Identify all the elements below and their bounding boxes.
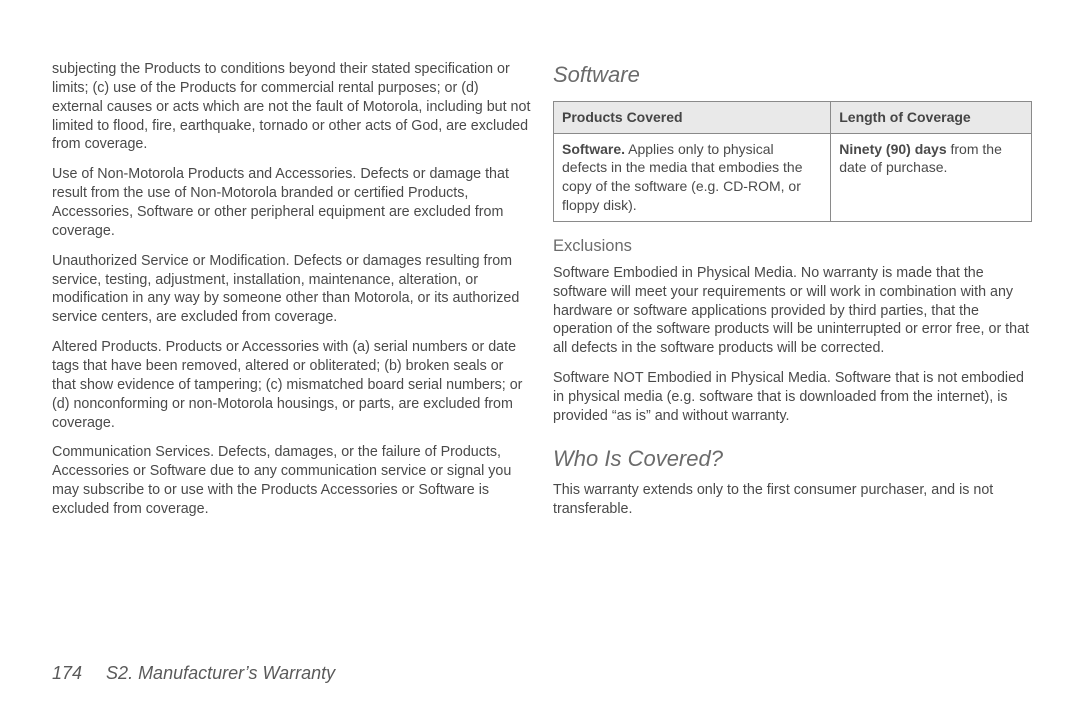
td-products-covered: Software. Applies only to physical defec… xyxy=(554,133,831,222)
table-row: Software. Applies only to physical defec… xyxy=(554,133,1032,222)
th-products-covered: Products Covered xyxy=(554,102,831,133)
page-footer: 174 S2. Manufacturer’s Warranty xyxy=(52,663,335,684)
left-column: subjecting the Products to conditions be… xyxy=(52,60,531,530)
exclusions-para-2: Software NOT Embodied in Physical Media.… xyxy=(553,369,1032,426)
who-para-1: This warranty extends only to the first … xyxy=(553,481,1032,519)
exclusions-para-1: Software Embodied in Physical Media. No … xyxy=(553,264,1032,358)
th-length-of-coverage: Length of Coverage xyxy=(831,102,1032,133)
td-length-of-coverage: Ninety (90) days from the date of purcha… xyxy=(831,133,1032,222)
left-para-1: subjecting the Products to conditions be… xyxy=(52,60,531,154)
heading-exclusions: Exclusions xyxy=(553,236,1032,258)
td1-bold: Software. xyxy=(562,141,625,157)
coverage-table: Products Covered Length of Coverage Soft… xyxy=(553,101,1032,222)
footer-section-title: S2. Manufacturer’s Warranty xyxy=(106,663,335,683)
heading-who-is-covered: Who Is Covered? xyxy=(553,444,1032,473)
right-column: Software Products Covered Length of Cove… xyxy=(553,60,1032,530)
table-header-row: Products Covered Length of Coverage xyxy=(554,102,1032,133)
left-para-2: Use of Non-Motorola Products and Accesso… xyxy=(52,165,531,240)
left-para-3: Unauthorized Service or Modification. De… xyxy=(52,252,531,327)
left-para-4: Altered Products. Products or Accessorie… xyxy=(52,338,531,432)
td2-bold: Ninety (90) days xyxy=(839,141,946,157)
page-number: 174 xyxy=(52,663,82,683)
page-columns: subjecting the Products to conditions be… xyxy=(0,0,1080,530)
heading-software: Software xyxy=(553,60,1032,89)
left-para-5: Communication Services. Defects, damages… xyxy=(52,443,531,518)
